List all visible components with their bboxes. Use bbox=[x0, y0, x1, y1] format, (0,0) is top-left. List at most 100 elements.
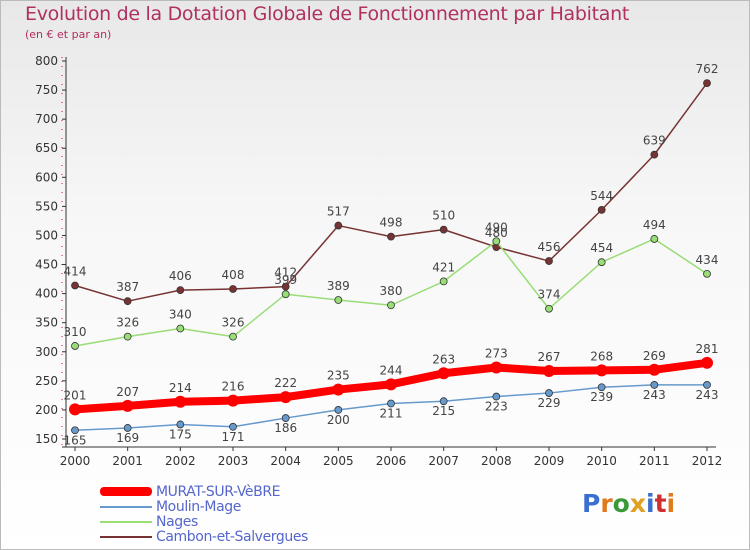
legend-label-nages: Nages bbox=[156, 513, 198, 530]
legend: MURAT-SUR-VèBRE Moulin-Mage Nages Cambon… bbox=[100, 483, 308, 545]
legend-swatch-nages bbox=[100, 520, 152, 523]
legend-label-cambon: Cambon-et-Salvergues bbox=[156, 528, 308, 545]
data-label: 517 bbox=[327, 205, 350, 219]
data-point bbox=[650, 381, 659, 389]
data-label: 412 bbox=[274, 266, 297, 280]
data-label: 222 bbox=[274, 376, 297, 390]
data-label: 389 bbox=[327, 279, 350, 293]
data-label: 454 bbox=[590, 241, 613, 255]
legend-label-murat: MURAT-SUR-VèBRE bbox=[156, 483, 281, 500]
data-label: 281 bbox=[696, 342, 719, 356]
data-point bbox=[281, 290, 290, 299]
data-point bbox=[703, 381, 711, 389]
data-label: 267 bbox=[538, 350, 561, 364]
y-tick-label: 600 bbox=[35, 170, 58, 184]
data-label: 434 bbox=[696, 253, 719, 267]
data-point bbox=[595, 364, 608, 377]
data-point bbox=[439, 277, 448, 286]
logo-letter: P bbox=[582, 489, 601, 518]
data-label: 243 bbox=[643, 388, 666, 402]
data-label: 207 bbox=[116, 385, 139, 399]
data-label: 201 bbox=[64, 388, 87, 402]
data-label: 215 bbox=[432, 404, 455, 418]
legend-item-cambon: Cambon-et-Salvergues bbox=[100, 528, 308, 545]
y-tick-label: 700 bbox=[35, 112, 58, 126]
data-label: 273 bbox=[485, 346, 508, 360]
legend-item-nages: Nages bbox=[100, 513, 308, 530]
data-point bbox=[387, 301, 395, 310]
data-point bbox=[650, 235, 659, 243]
data-label: 216 bbox=[222, 380, 245, 394]
y-tick-label: 750 bbox=[35, 83, 58, 97]
data-point bbox=[437, 367, 450, 380]
data-label: 186 bbox=[274, 421, 297, 435]
data-point bbox=[334, 296, 343, 304]
logo-letter: o bbox=[612, 489, 630, 518]
y-tick-label: 200 bbox=[35, 403, 58, 417]
logo-letter: i bbox=[666, 489, 676, 518]
data-point bbox=[123, 332, 132, 341]
data-label: 510 bbox=[432, 209, 455, 223]
data-point bbox=[123, 424, 132, 432]
data-label: 211 bbox=[380, 407, 403, 421]
data-label: 169 bbox=[116, 431, 139, 445]
data-point bbox=[229, 422, 237, 431]
data-label: 406 bbox=[169, 269, 192, 283]
data-point bbox=[227, 394, 239, 407]
x-tick-label: 2005 bbox=[323, 454, 354, 468]
data-point bbox=[387, 232, 395, 241]
data-point bbox=[71, 342, 79, 350]
legend-swatch-moulin-mage bbox=[100, 505, 152, 508]
data-label: 239 bbox=[590, 390, 613, 404]
data-point bbox=[703, 269, 711, 278]
logo-letter: i bbox=[646, 489, 655, 518]
data-label: 269 bbox=[643, 349, 666, 363]
data-point bbox=[648, 363, 661, 376]
data-label: 263 bbox=[432, 352, 455, 366]
proxiti-logo: Proxiti bbox=[582, 489, 675, 518]
data-point bbox=[492, 237, 501, 246]
data-label: 175 bbox=[169, 427, 192, 441]
data-point bbox=[545, 257, 553, 265]
data-point bbox=[334, 406, 343, 414]
data-point bbox=[229, 285, 237, 293]
data-point bbox=[597, 205, 606, 214]
data-point bbox=[174, 395, 187, 408]
y-tick-label: 250 bbox=[35, 374, 58, 388]
data-point bbox=[176, 286, 185, 295]
data-label: 326 bbox=[222, 316, 245, 330]
data-point bbox=[334, 221, 343, 230]
y-tick-label: 400 bbox=[35, 287, 58, 301]
data-label: 200 bbox=[327, 413, 350, 427]
data-point bbox=[439, 397, 448, 406]
data-label: 235 bbox=[327, 369, 350, 383]
legend-item-moulin-mage: Moulin-Mage bbox=[100, 498, 308, 515]
data-label: 380 bbox=[380, 284, 403, 298]
y-tick-label: 300 bbox=[35, 345, 58, 359]
x-tick-label: 2007 bbox=[428, 454, 459, 468]
data-point bbox=[69, 403, 81, 416]
y-tick-label: 550 bbox=[35, 199, 58, 213]
data-label: 229 bbox=[538, 396, 561, 410]
legend-label-moulin-mage: Moulin-Mage bbox=[156, 498, 241, 515]
data-label: 421 bbox=[432, 260, 455, 274]
data-label: 490 bbox=[485, 220, 508, 234]
data-point bbox=[701, 356, 713, 369]
data-label: 326 bbox=[116, 316, 139, 330]
data-label: 340 bbox=[169, 308, 192, 322]
data-label: 310 bbox=[64, 325, 87, 339]
data-label: 414 bbox=[64, 264, 87, 278]
legend-swatch-murat bbox=[100, 487, 152, 496]
data-point bbox=[281, 414, 290, 422]
data-point bbox=[176, 324, 185, 333]
data-point bbox=[387, 399, 395, 408]
x-tick-label: 2002 bbox=[165, 454, 196, 468]
data-point bbox=[121, 399, 134, 412]
y-tick-label: 350 bbox=[35, 316, 58, 330]
chart-title: Evolution de la Dotation Globale de Fonc… bbox=[25, 3, 630, 25]
data-point bbox=[543, 364, 555, 377]
x-tick-label: 2001 bbox=[112, 454, 143, 468]
data-point bbox=[71, 281, 79, 290]
data-label: 223 bbox=[485, 400, 508, 414]
